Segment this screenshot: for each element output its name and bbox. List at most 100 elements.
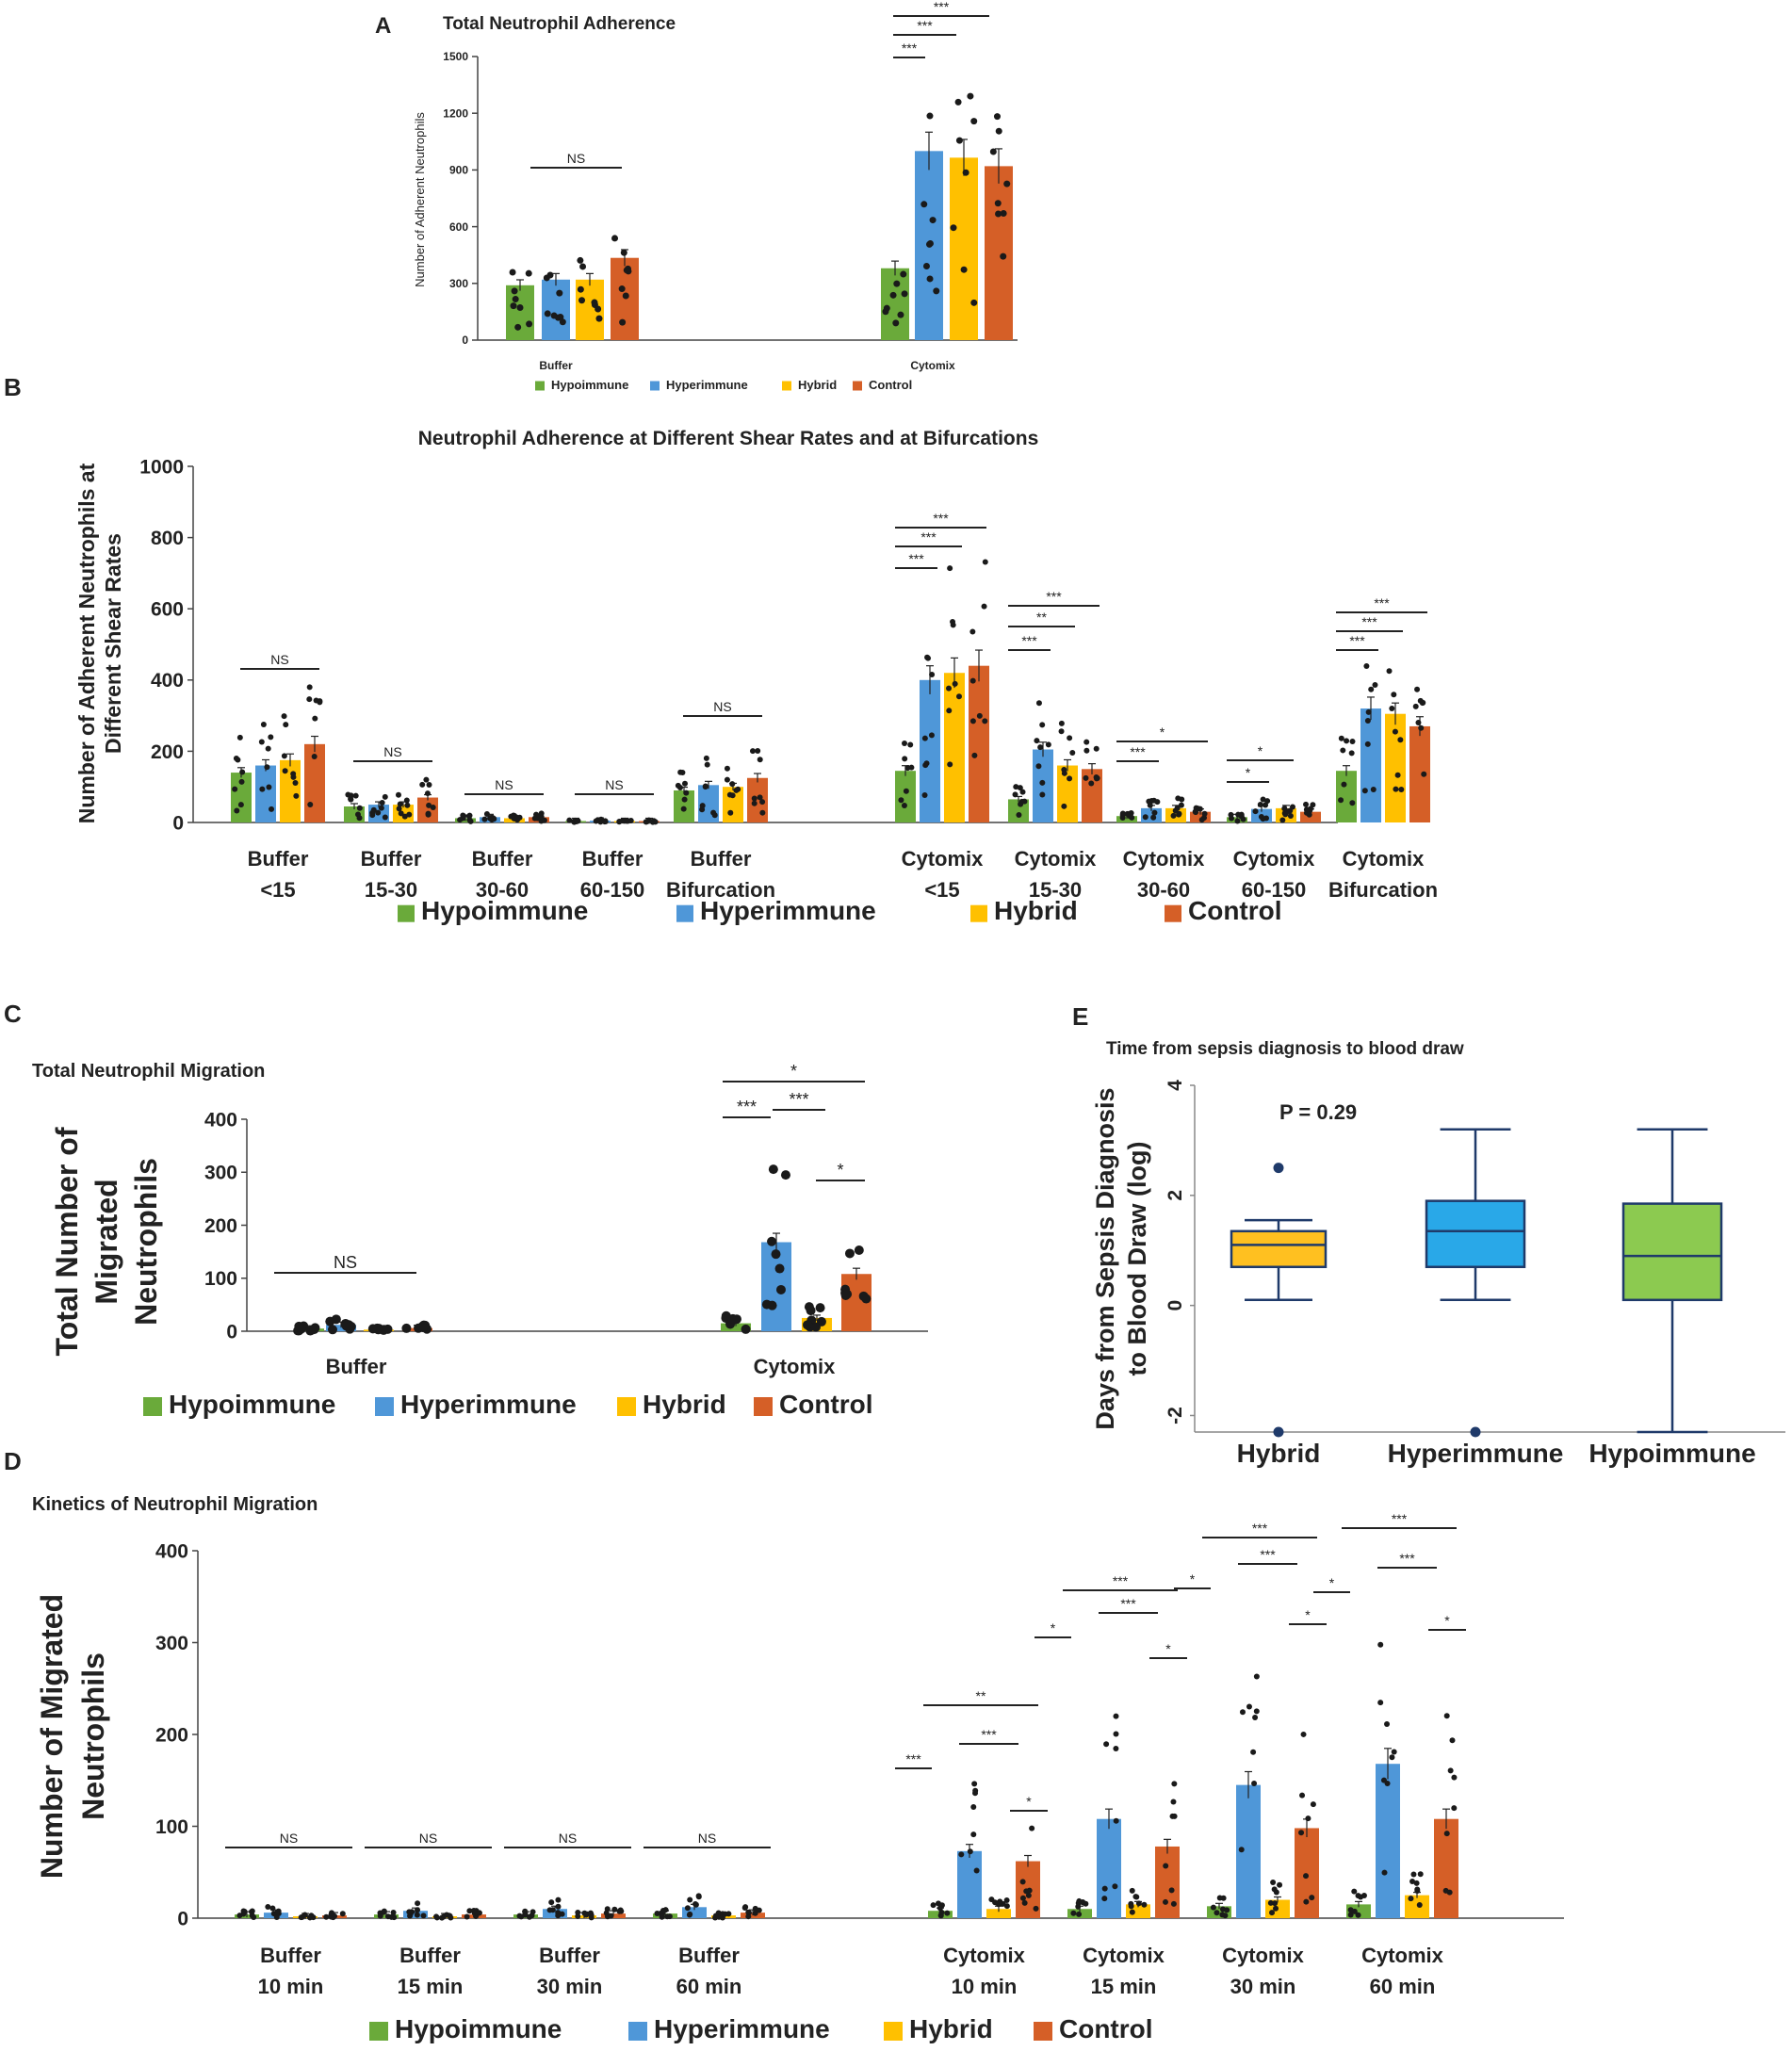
panel-b-hypoimmune-data-point — [354, 811, 361, 818]
panel-d-hypoimmune-data-point — [381, 1909, 387, 1915]
panel-d-hypoimmune-data-point — [249, 1908, 255, 1914]
panel-d-title: Kinetics of Neutrophil Migration — [32, 1494, 318, 1515]
panel-a-legend-label-hypoimmune: Hypoimmune — [551, 378, 628, 392]
panel-c-hyperimmune-data-point — [780, 1170, 790, 1180]
panel-b-hyperimmune-data-point — [265, 745, 271, 752]
panel-c-hypoimmune-data-point — [309, 1325, 319, 1335]
panel-d-hyperimmune-data-point — [275, 1908, 282, 1914]
panel-b-hyperimmune-data-point — [1039, 791, 1046, 798]
panel-d-y-tick-label: 200 — [155, 1724, 188, 1746]
panel-d-significance-label: NS — [280, 1831, 298, 1846]
panel-d-hybrid-data-point — [712, 1913, 719, 1919]
panel-d-hyperimmune-data-point — [1384, 1720, 1391, 1727]
panel-a-hypoimmune-data-point — [889, 291, 897, 299]
panel-a-hyperimmune-data-point — [920, 201, 928, 208]
panel-b-hyperimmune-data-point — [1260, 796, 1266, 803]
panel-d-hybrid-data-point — [307, 1914, 314, 1921]
panel-b-hybrid-data-point — [724, 765, 730, 772]
panel-d-category-label-line2: 60 min — [1370, 1975, 1436, 1998]
panel-d-hyperimmune-data-point — [548, 1899, 555, 1906]
panel-b-category-label-line1: Cytomix — [1015, 847, 1098, 871]
panel-b-hybrid-data-point — [947, 761, 953, 768]
panel-c-hypoimmune-data-point — [296, 1324, 306, 1334]
panel-c-legend-swatch-hybrid — [617, 1397, 636, 1416]
panel-a-control-data-point — [1000, 210, 1007, 218]
panel-d-hybrid-data-point — [1270, 1880, 1277, 1886]
panel-b-hypoimmune-data-point — [1017, 785, 1023, 791]
panel-d-hypoimmune-data-point — [1347, 1912, 1354, 1918]
panel-d-control-data-point — [1163, 1863, 1169, 1869]
panel-b-category-label-line2: 15-30 — [1029, 878, 1082, 902]
panel-d-hypoimmune-data-point — [659, 1913, 665, 1920]
panel-d-hyperimmune-bar — [1376, 1764, 1400, 1918]
panel-d-significance-label: NS — [698, 1831, 716, 1846]
panel-b-legend-swatch-hyperimmune — [676, 904, 693, 922]
panel-b-hyperimmune-data-point — [1365, 708, 1372, 715]
panel-d-hybrid-data-point — [992, 1899, 999, 1906]
panel-d-control-data-point — [1305, 1815, 1311, 1822]
panel-b-hybrid-data-point — [403, 797, 410, 804]
panel-a-y-tick-label: 900 — [449, 164, 468, 177]
panel-d-hyperimmune-bar — [1097, 1818, 1121, 1918]
panel-b-hybrid-data-point — [955, 693, 962, 700]
panel-e-hybrid-category-label: Hybrid — [1237, 1439, 1321, 1468]
panel-d-category-label-line1: Buffer — [539, 1944, 600, 1967]
panel-a-title: Total Neutrophil Adherence — [443, 14, 676, 34]
panel-d-hyperimmune-data-point — [684, 1905, 691, 1912]
panel-b-control-data-point — [306, 696, 313, 703]
panel-d-hyperimmune-data-point — [1377, 1641, 1384, 1648]
panel-d-significance-label: * — [1444, 1613, 1450, 1628]
panel-a-ylabel: Number of Adherent Neutrophils — [413, 112, 427, 287]
panel-a-y-tick-label: 1200 — [443, 106, 468, 120]
panel-d-control-data-point — [1451, 1774, 1458, 1781]
panel-b-control-data-point — [645, 817, 652, 823]
panel-a-hypoimmune-data-point — [892, 319, 900, 327]
panel-d-hybrid-data-point — [446, 1913, 452, 1919]
panel-b-significance-label: *** — [1021, 633, 1037, 648]
panel-b-control-data-point — [1083, 739, 1090, 745]
panel-d-control-data-point — [617, 1907, 624, 1913]
panel-c-control-data-point — [854, 1245, 864, 1256]
panel-d-significance-label: *** — [981, 1727, 997, 1742]
panel-a-hypoimmune-data-point — [510, 302, 517, 310]
panel-d-category-label-line2: 10 min — [952, 1975, 1018, 1998]
panel-c-hyperimmune-data-point — [768, 1164, 778, 1175]
panel-d-hypoimmune-data-point — [249, 1913, 255, 1919]
panel-d-hyperimmune-data-point — [971, 1781, 978, 1787]
panel-b-hyperimmune-data-point — [1370, 786, 1377, 792]
panel-d-hybrid-data-point — [439, 1914, 446, 1921]
panel-d-hyperimmune-data-point — [695, 1893, 702, 1899]
panel-b-hybrid-data-point — [404, 802, 411, 808]
panel-d-hybrid-data-point — [1128, 1903, 1134, 1910]
panel-d-control-data-point — [339, 1911, 346, 1917]
panel-d-hybrid-data-point — [1410, 1871, 1417, 1878]
panel-b-category-label-line1: Buffer — [691, 847, 752, 871]
panel-b-control-data-point — [419, 781, 426, 788]
panel-a-hyperimmune-data-point — [556, 289, 563, 297]
panel-b-hypoimmune-data-point — [566, 817, 573, 823]
panel-d-hybrid-data-point — [1414, 1886, 1421, 1893]
panel-a-hybrid-data-point — [955, 137, 963, 144]
panel-d-control-data-point — [1300, 1731, 1307, 1737]
panel-d-category-label-line1: Buffer — [260, 1944, 321, 1967]
panel-c-hyperimmune-data-point — [771, 1249, 781, 1260]
panel-d-hybrid-data-point — [575, 1910, 581, 1916]
panel-b-hyperimmune-data-point — [481, 816, 488, 822]
panel-b-hyperimmune-data-point — [922, 762, 929, 769]
panel-d-y-tick-label: 400 — [155, 1540, 188, 1562]
panel-a-hybrid-bar — [950, 157, 978, 340]
panel-b-hypoimmune-data-point — [356, 805, 363, 811]
panel-b-control-data-point — [430, 805, 436, 811]
panel-b-hyperimmune-data-point — [1039, 722, 1046, 728]
panel-d-hypoimmune-data-point — [1214, 1910, 1220, 1916]
panel-a-y-tick-label: 300 — [449, 277, 468, 290]
panel-b-hypoimmune-data-point — [898, 797, 904, 804]
panel-b-hybrid-data-point — [1175, 795, 1181, 802]
panel-d-hyperimmune-data-point — [415, 1900, 421, 1907]
panel-c-ylabel-line1: Total Number of — [50, 1127, 84, 1356]
panel-b-hypoimmune-data-point — [903, 788, 909, 794]
panel-d-hyperimmune-data-point — [1112, 1883, 1118, 1890]
panel-a-y-tick-label: 1500 — [443, 50, 468, 63]
panel-a-legend-swatch-hypoimmune — [535, 381, 545, 391]
